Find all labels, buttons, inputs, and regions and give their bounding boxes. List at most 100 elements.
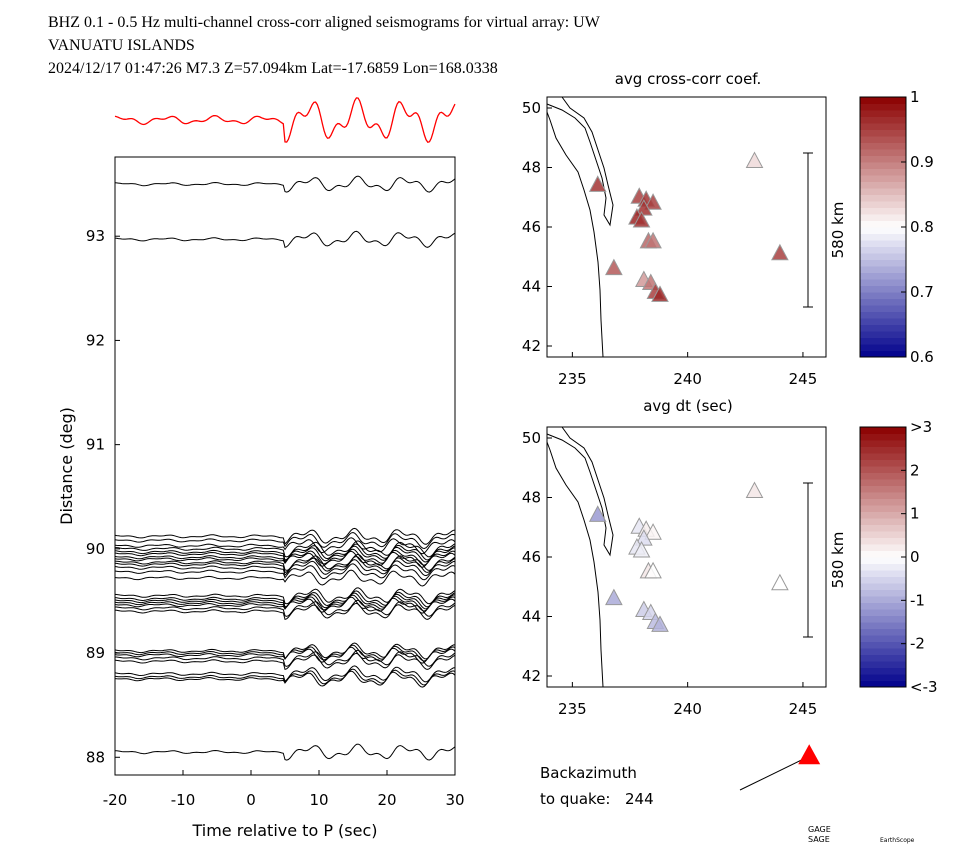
trace [114,230,456,248]
colorbar-tick-label: 2 [910,461,920,479]
map-frame [546,96,827,358]
colorbar-cell [860,149,906,156]
y-tick-label: 50 [522,429,541,447]
trace [114,596,456,614]
y-tick-label: 88 [86,748,105,766]
colorbar-cell [860,246,906,254]
header-line: VANUATU ISLANDS [48,37,195,54]
colorbar-cell [860,142,906,150]
station [651,285,669,302]
x-tick-label: 240 [673,370,702,388]
x-tick-label: 20 [377,791,396,809]
colorbar-cell [860,622,906,629]
colorbar-cell [860,589,906,597]
y-tick-label: 91 [86,436,105,454]
x-tick-label: 240 [673,700,702,718]
logo: EarthScope [880,837,915,844]
colorbar-cell [860,214,906,221]
station [745,151,764,169]
map-title: avg cross-corr coef. [615,70,762,88]
trace [114,545,456,563]
logo: GAGE [808,825,831,834]
trace [114,553,456,571]
trace [114,531,456,550]
colorbar-cell [860,524,906,532]
colorbar-cell [860,492,906,499]
colorbar-cell [860,596,906,603]
colorbar-tick-label: 0.9 [910,153,934,171]
colorbar-cell [860,123,906,130]
colorbar-cell [860,602,906,610]
colorbar-tick-label: -1 [910,591,925,609]
trace [114,563,456,581]
colorbar-cell [860,305,906,312]
y-tick-label: 46 [522,218,541,236]
colorbar-cell [860,557,906,564]
y-tick-label: 46 [522,548,541,566]
colorbar-cell [860,544,906,551]
station [644,193,662,210]
plot-frame [114,156,456,776]
colorbar-tick-label: 0 [910,548,920,566]
scale-label: 580 km [829,202,847,259]
x-axis-label: Time relative to P (sec) [191,821,377,840]
trace [114,642,456,660]
header-line: 2024/12/17 01:47:26 M7.3 Z=57.094km Lat=… [48,60,498,77]
y-tick-label: 93 [86,227,105,245]
colorbar-cell [860,97,906,104]
header-line: BHZ 0.1 - 0.5 Hz multi-channel cross-cor… [48,14,601,31]
colorbar-cell [860,427,906,434]
trace [114,652,456,671]
x-tick-label: 245 [789,370,818,388]
trace [114,550,456,568]
y-tick-label: 42 [522,667,541,685]
colorbar-tick-label: 0.8 [910,218,934,236]
x-tick-label: 245 [789,700,818,718]
colorbar-cell [860,292,906,299]
colorbar-cell [860,285,906,293]
station [771,573,789,591]
station [588,505,607,522]
trace [114,527,456,545]
colorbar-cell [860,479,906,486]
colorbar-cell [860,344,906,351]
station [605,258,623,276]
trace [114,670,456,688]
colorbar-cell [860,570,906,577]
colorbar-cell [860,537,906,545]
colorbar-cell [860,233,906,241]
trace [115,649,456,667]
trace [114,569,456,587]
colorbar-cell [860,648,906,655]
colorbar-cell [860,116,906,124]
colorbar-cell [860,298,906,306]
colorbar-cell [860,318,906,325]
colorbar-tick-label: 1 [910,505,920,523]
colorbar-cell [860,680,906,688]
colorbar-cell [860,266,906,273]
colorbar-cell [860,350,906,358]
logo: SAGE [808,835,830,844]
colorbar-cell [860,272,906,280]
x-tick-label: 235 [558,370,587,388]
trace [115,540,456,558]
colorbar-cell [860,220,906,228]
colorbar-cell [860,168,906,176]
colorbar-cell [860,201,906,208]
backazimuth-line [739,755,810,791]
colorbar-cell [860,240,906,247]
station [644,523,662,540]
trace [114,537,456,555]
colorbar-cell [860,253,906,260]
colorbar-tick-label: 0.7 [910,283,934,301]
coastline [546,96,614,688]
colorbar-cell [860,667,906,675]
x-tick-label: 30 [445,791,464,809]
colorbar-cell [860,531,906,538]
colorbar-cell [860,550,906,558]
colorbar-cell [860,518,906,525]
colorbar-cell [860,485,906,493]
colorbar-cell [860,628,906,636]
y-tick-label: 90 [86,540,105,558]
colorbar-cell [860,654,906,662]
